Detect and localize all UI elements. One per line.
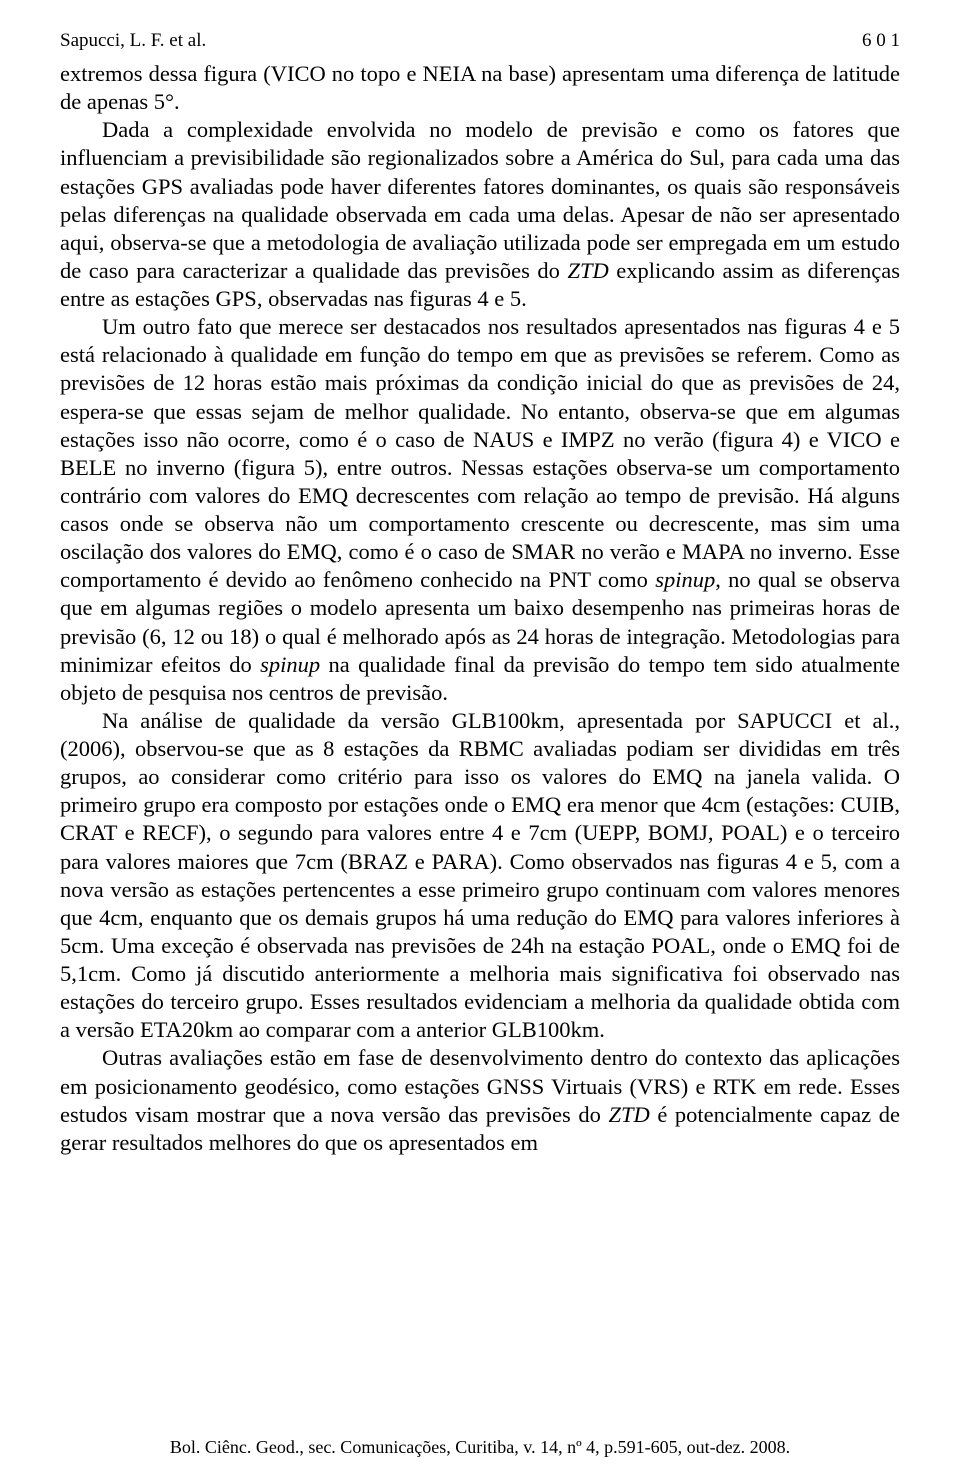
paragraph-2: Dada a complexidade envolvida no modelo … [60, 116, 900, 313]
p1-text: extremos dessa figura (VICO no topo e NE… [60, 61, 900, 114]
page-footer: Bol. Ciênc. Geod., sec. Comunicações, Cu… [0, 1437, 960, 1458]
page-header: Sapucci, L. F. et al. 6 0 1 [60, 30, 900, 52]
p3-spinup2: spinup [260, 652, 320, 677]
p3-text-a: Um outro fato que merece ser destacados … [60, 314, 900, 592]
body-text-container: extremos dessa figura (VICO no topo e NE… [60, 60, 900, 1157]
paragraph-3: Um outro fato que merece ser destacados … [60, 313, 900, 707]
header-page-number: 6 0 1 [862, 30, 900, 52]
p2-ztd: ZTD [567, 258, 608, 283]
p4-text: Na análise de qualidade da versão GLB100… [60, 708, 900, 1042]
header-author: Sapucci, L. F. et al. [60, 30, 206, 52]
paragraph-1: extremos dessa figura (VICO no topo e NE… [60, 60, 900, 116]
paragraph-4: Na análise de qualidade da versão GLB100… [60, 707, 900, 1045]
p3-spinup1: spinup [655, 567, 715, 592]
paragraph-5: Outras avaliações estão em fase de desen… [60, 1044, 900, 1157]
footer-citation: Bol. Ciênc. Geod., sec. Comunicações, Cu… [170, 1437, 790, 1457]
p5-ztd: ZTD [608, 1102, 649, 1127]
